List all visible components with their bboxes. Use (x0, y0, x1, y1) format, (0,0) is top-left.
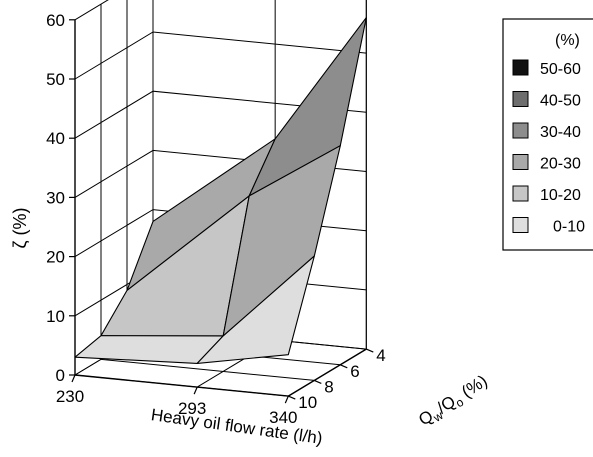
z-tick-label: 50 (46, 70, 65, 89)
legend-label: 0-10 (553, 219, 585, 236)
surface (74, 17, 367, 364)
legend-label: 20-30 (540, 156, 581, 173)
y-tick (366, 348, 374, 353)
legend-label: 30-40 (540, 124, 581, 141)
legend-swatch (512, 217, 529, 233)
z-tick-label: 20 (46, 248, 65, 267)
z-tick-label: 30 (46, 188, 65, 207)
y-axis-line (287, 348, 367, 397)
x-tick (193, 386, 198, 395)
legend-label: 10-20 (540, 187, 581, 204)
z-tick-label: 40 (46, 129, 65, 148)
z-tick-label: 60 (46, 11, 65, 30)
x-tick-label: 293 (178, 399, 206, 418)
z-tick-label: 0 (56, 366, 65, 385)
legend-swatch (512, 154, 529, 170)
y-tick (314, 379, 322, 384)
legend-label: 50-60 (540, 61, 581, 78)
x-tick-label: 340 (269, 408, 297, 427)
x-tick (71, 374, 76, 383)
legend-swatch (512, 91, 529, 107)
z-gridline (74, 0, 109, 21)
z-axis-label: ζ (%) (10, 208, 30, 249)
legend-swatch (512, 122, 529, 139)
x-axis-line (74, 374, 289, 397)
y-tick-label: 4 (376, 346, 385, 365)
y-tick-label: 10 (298, 393, 317, 412)
legend-swatch (512, 59, 529, 76)
legend-label: 40-50 (540, 93, 581, 110)
floor-gridline (100, 358, 315, 381)
surface-patch (196, 255, 315, 364)
y-tick (288, 395, 296, 400)
legend: (%) 50-60 40-50 30-40 20-30 10-20 0-10 (502, 18, 593, 251)
z-tick-label: 10 (46, 307, 65, 326)
x-tick (284, 395, 289, 404)
x-tick-label: 230 (56, 387, 84, 406)
legend-swatch (512, 185, 529, 202)
legend-title: (%) (555, 32, 580, 49)
y-tick (340, 364, 348, 369)
y-axis-label: Qw/Qo (%) (415, 371, 492, 432)
y-tick-label: 6 (350, 362, 359, 381)
y-tick-label: 8 (324, 377, 333, 396)
